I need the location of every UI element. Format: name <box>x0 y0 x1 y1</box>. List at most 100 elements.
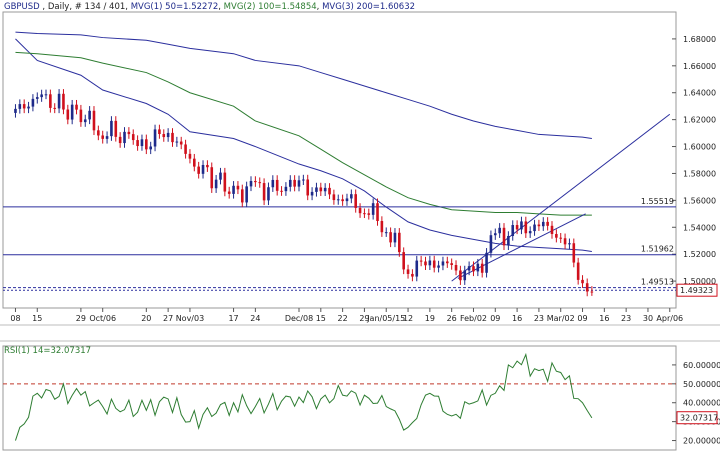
ma-line-2 <box>15 51 592 216</box>
candle-body <box>88 110 91 120</box>
candle-body <box>555 234 558 238</box>
price-tick-label: 1.54000 <box>683 223 716 232</box>
rsi-panel <box>2 345 677 451</box>
date-tick-label: 17 <box>228 314 238 323</box>
date-tick-label: 09 <box>577 314 587 323</box>
candle-body <box>389 232 392 243</box>
candle-body <box>258 182 262 184</box>
candle-body <box>188 153 192 159</box>
candle-body <box>572 243 576 263</box>
candle-body <box>576 262 580 280</box>
candle-body <box>463 270 467 281</box>
candle-body <box>206 164 209 168</box>
price-axis-labels: 1.68000 1.66000 1.64000 1.62000 1.60000 1.580… <box>683 35 716 286</box>
price-tick-label: 1.58000 <box>683 169 716 178</box>
candle-body <box>358 207 362 214</box>
candle-body <box>402 252 405 270</box>
date-axis-labels: 08 15 29 Oct/06 20 27 Nov/03 17 24 Dec/08 15 22 29Ja… <box>10 308 683 323</box>
candle-body <box>450 263 453 265</box>
candle-body <box>398 232 401 253</box>
candle-body <box>110 120 113 137</box>
candle-body <box>44 94 48 96</box>
candle-body <box>319 187 323 192</box>
rsi-tick-label: 60.00000 <box>683 361 720 370</box>
trend-line <box>451 113 671 282</box>
candle-body <box>127 131 131 135</box>
price-tick-label: 1.56000 <box>683 196 716 205</box>
trend-lines <box>451 113 671 282</box>
candle-body <box>149 146 152 150</box>
candle-body <box>520 221 523 230</box>
candle-body <box>332 194 336 201</box>
date-tick-label: 16 <box>512 314 522 323</box>
candle-body <box>528 231 532 234</box>
candle-body <box>424 261 427 266</box>
candle-body <box>363 213 366 215</box>
candle-body <box>585 283 589 292</box>
candle-body <box>498 227 501 234</box>
candle-body <box>467 266 471 271</box>
candle-body <box>27 106 30 109</box>
candle-body <box>590 291 594 293</box>
candle-body <box>210 167 214 189</box>
date-tick-label: Mar/02 <box>547 314 575 323</box>
candle-body <box>14 108 17 113</box>
candle-body <box>162 134 166 138</box>
candle-body <box>166 132 170 138</box>
candle-body <box>197 166 200 174</box>
date-tick-label: Nov/03 <box>176 314 205 323</box>
candle-body <box>472 266 475 272</box>
ma-line-3 <box>15 31 592 139</box>
date-tick-label: 20 <box>141 314 151 323</box>
date-tick-label: 12 <box>403 314 413 323</box>
candle-body <box>345 198 349 202</box>
date-tick-label: 15 <box>32 314 42 323</box>
candle-body <box>271 179 275 188</box>
candle-body <box>559 237 563 239</box>
candle-body <box>310 191 314 196</box>
candle-body <box>446 261 449 264</box>
candle-body <box>541 221 545 227</box>
rsi-axis-labels: 60.0000050.0000040.0000030.0000020.00000… <box>676 361 720 446</box>
candle-body <box>419 260 423 262</box>
candle-body <box>371 203 375 215</box>
candle-body <box>393 232 397 243</box>
candle-body <box>515 225 519 230</box>
rsi-last-label: 32.07317 <box>680 414 718 423</box>
candle-body <box>511 225 515 236</box>
candle-body <box>131 134 135 141</box>
date-tick-label: 30 <box>643 314 653 323</box>
candle-body <box>267 187 270 201</box>
candle-body <box>341 199 344 202</box>
candle-body <box>328 187 331 195</box>
candle-body <box>70 104 74 120</box>
candle-body <box>459 270 462 281</box>
price-tick-label: 1.60000 <box>683 143 716 152</box>
candle-body <box>502 227 506 246</box>
candle-body <box>489 235 493 253</box>
date-tick-label: Feb/02 <box>460 314 487 323</box>
candle-body <box>254 180 257 183</box>
candle-body <box>62 93 65 110</box>
candle-body <box>153 129 157 147</box>
date-tick-label: 15 <box>316 314 326 323</box>
candle-body <box>315 187 318 192</box>
candle-body <box>581 279 584 284</box>
candle-body <box>140 139 144 147</box>
price-tick-label: 1.62000 <box>683 116 716 125</box>
candle-body <box>302 179 305 181</box>
candle-body <box>441 261 445 266</box>
date-tick-label: 08 <box>10 314 20 323</box>
candle-body <box>219 172 222 180</box>
candle-body <box>175 141 179 143</box>
candle-body <box>380 221 384 233</box>
candle-body <box>83 119 87 123</box>
candle-body <box>249 180 253 187</box>
price-gridlines <box>672 38 676 282</box>
candle-body <box>101 135 105 139</box>
rsi-line <box>14 352 593 441</box>
price-tick-label: 1.50000 <box>683 277 716 286</box>
candle-body <box>533 224 536 232</box>
candle-body <box>323 187 327 192</box>
candle-body <box>485 252 488 273</box>
